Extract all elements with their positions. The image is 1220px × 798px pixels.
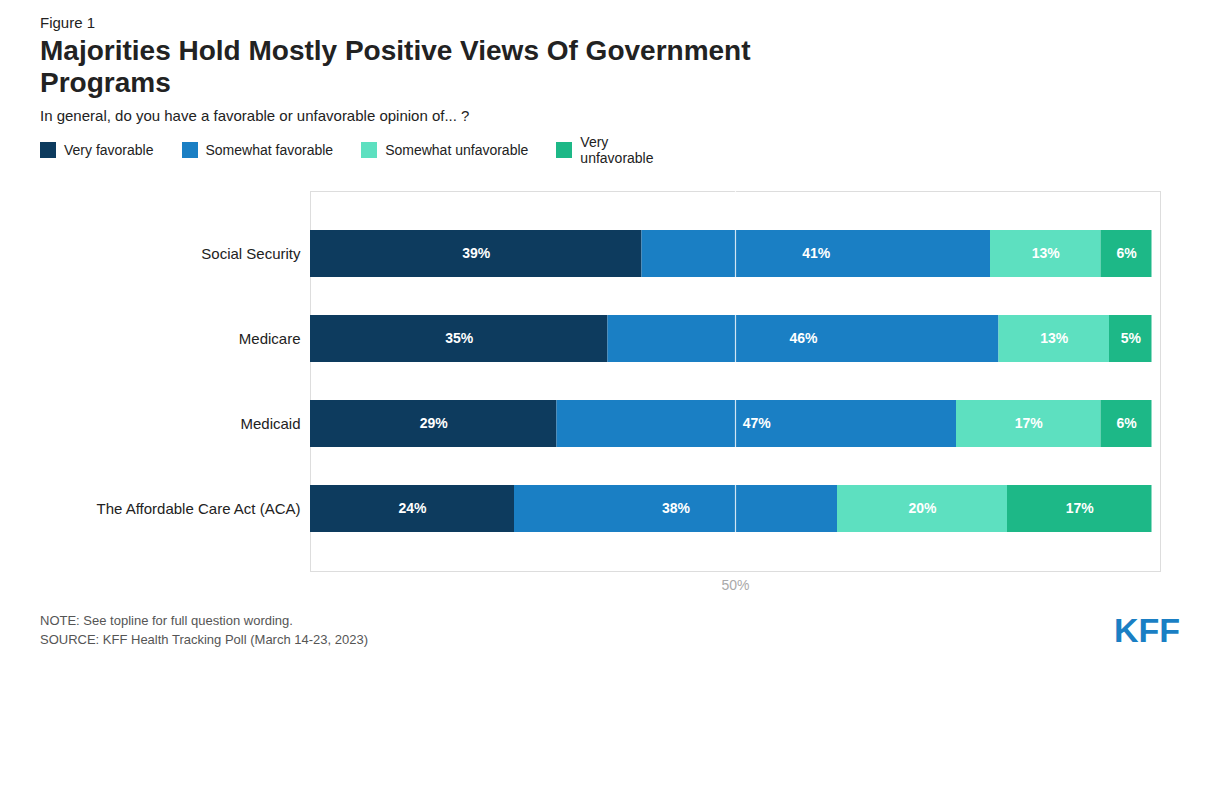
svg-text:17%: 17% [1015,415,1044,431]
html-text:Figure 1: Figure 1 [40,14,95,31]
svg-text:20%: 20% [908,500,937,516]
html-text:Majorities Hold Mostly Positiv: Majorities Hold Mostly Positive Views Of… [40,35,751,99]
svg-text:6%: 6% [1116,245,1137,261]
html-text:Somewhat unfavorable: Somewhat unfavorable [385,142,529,159]
svg-text:6%: 6% [1116,415,1137,431]
svg-text:38%: 38% [662,500,691,516]
svg-text:35%: 35% [445,330,474,346]
svg-text:13%: 13% [1032,245,1061,261]
svg-text:5%: 5% [1121,330,1142,346]
svg-text:24%: 24% [398,500,427,516]
svg-text:47%: 47% [743,415,772,431]
svg-text:39%: 39% [462,245,491,261]
html-text:In general, do you have a favo: In general, do you have a favorable or u… [40,107,470,125]
html-text:NOTE: See topline for full que: NOTE: See topline for full question word… [40,612,368,648]
svg-text:50%: 50% [721,576,749,592]
svg-text:The Affordable Care Act (ACA): The Affordable Care Act (ACA) [97,499,301,516]
svg-text:41%: 41% [802,245,831,261]
svg-text:Social Security: Social Security [201,244,301,261]
html-text:Very favorable: Very favorable [64,142,154,159]
html-text:KFF: KFF [1113,610,1180,649]
svg-text:Medicaid: Medicaid [240,414,300,431]
svg-text:29%: 29% [420,415,449,431]
html-text:Very unfavorable: Very unfavorable [580,134,654,167]
svg-text:17%: 17% [1066,500,1095,516]
svg-text:46%: 46% [789,330,818,346]
svg-text:Medicare: Medicare [239,329,301,346]
html-text:Somewhat favorable: Somewhat favorable [205,142,334,159]
svg-text:13%: 13% [1040,330,1069,346]
